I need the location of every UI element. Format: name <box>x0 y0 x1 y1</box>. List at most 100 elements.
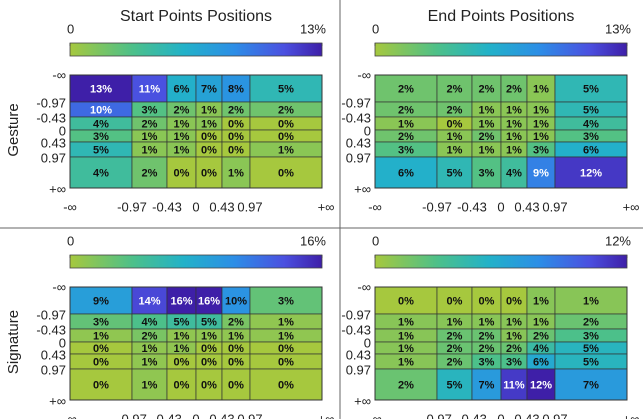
cell-label: 1% <box>479 144 495 156</box>
cell-label: 9% <box>533 167 549 179</box>
x-tick-label: -0.43 <box>152 199 182 214</box>
cell-label: 1% <box>174 144 190 156</box>
cell-label: 0% <box>278 118 294 130</box>
cell <box>131 368 168 401</box>
x-tick-label: 0.97 <box>542 199 567 214</box>
cell-label: 1% <box>278 316 294 328</box>
cell <box>166 286 197 315</box>
cell-label: 11% <box>503 379 525 391</box>
cell-label: 0% <box>278 131 294 143</box>
cell-label: 6% <box>174 83 190 95</box>
cell-label: 1% <box>506 104 522 116</box>
cell <box>526 156 556 189</box>
cell-label: 1% <box>533 118 549 130</box>
x-tick-label: 0 <box>497 411 504 419</box>
cell-label: 1% <box>447 144 463 156</box>
y-tick-label: +∞ <box>49 393 66 408</box>
cell-label: 1% <box>174 343 190 355</box>
x-tick-label: -0.97 <box>422 199 452 214</box>
cell-label: 0% <box>93 356 109 368</box>
cell-label: 3% <box>93 316 109 328</box>
y-tick-label: 0 <box>364 123 371 138</box>
x-tick-label: -∞ <box>63 411 77 419</box>
y-tick-label: -0.97 <box>36 95 66 110</box>
cell-label: 4% <box>93 167 109 179</box>
cell-label: 2% <box>174 104 190 116</box>
cell-label: 2% <box>142 167 158 179</box>
cell <box>249 156 323 189</box>
cell-label: 1% <box>142 379 158 391</box>
y-tick-label: 0 <box>59 123 66 138</box>
cell <box>131 156 168 189</box>
cell-label: 4% <box>583 118 599 130</box>
cell-label: 1% <box>506 118 522 130</box>
cell-label: 0% <box>398 295 414 307</box>
cell-label: 5% <box>583 343 599 355</box>
cell-label: 0% <box>278 167 294 179</box>
cell-label: 5% <box>278 83 294 95</box>
cell-label: 0% <box>506 295 522 307</box>
cell-label: 1% <box>479 118 495 130</box>
cell-label: 2% <box>447 343 463 355</box>
y-axis-label: Gesture <box>5 103 22 156</box>
cell-label: 9% <box>93 295 109 307</box>
cell-label: 4% <box>142 316 158 328</box>
y-tick-label: 0.43 <box>41 347 66 362</box>
cell-label: 3% <box>479 356 495 368</box>
cell-label: 1% <box>228 330 244 342</box>
cell-label: 0% <box>201 144 217 156</box>
colorbar-tick-label: 0 <box>67 233 74 248</box>
cell-label: 1% <box>479 316 495 328</box>
y-tick-label: -0.43 <box>36 322 66 337</box>
cell-label: 2% <box>278 104 294 116</box>
cell-label: 0% <box>228 118 244 130</box>
cell-label: 1% <box>174 118 190 130</box>
cell-label: 2% <box>447 330 463 342</box>
cell-label: 1% <box>278 144 294 156</box>
cell-label: 16% <box>170 295 192 307</box>
cell <box>436 156 473 189</box>
x-tick-label: -0.97 <box>117 199 147 214</box>
x-tick-label: 0.97 <box>542 411 567 419</box>
chart-title: Start Points Positions <box>120 8 272 25</box>
cell-label: 1% <box>398 343 414 355</box>
cell-label: 0% <box>278 379 294 391</box>
y-tick-label: -0.43 <box>36 110 66 125</box>
cell-label: 1% <box>142 131 158 143</box>
x-tick-label: -∞ <box>368 411 382 419</box>
cell-label: 1% <box>533 104 549 116</box>
cell-label: 0% <box>228 131 244 143</box>
x-tick-label: 0.43 <box>514 411 539 419</box>
cell-label: 1% <box>447 131 463 143</box>
cell-label: 2% <box>583 316 599 328</box>
cell-label: 0% <box>201 131 217 143</box>
cell-label: 5% <box>583 83 599 95</box>
y-tick-label: -∞ <box>357 279 371 294</box>
cell-label: 4% <box>533 343 549 355</box>
cell-label: 5% <box>447 167 463 179</box>
cell-label: 1% <box>142 343 158 355</box>
cell-label: 1% <box>533 295 549 307</box>
cell-label: 1% <box>533 83 549 95</box>
x-tick-label: +∞ <box>623 411 640 419</box>
x-tick-label: -0.97 <box>117 411 147 419</box>
cell <box>195 74 223 103</box>
cell-label: 1% <box>447 316 463 328</box>
cell-label: 2% <box>479 83 495 95</box>
cell-label: 6% <box>583 144 599 156</box>
cell-label: 1% <box>174 131 190 143</box>
cell-label: 1% <box>479 104 495 116</box>
cell-label: 0% <box>174 379 190 391</box>
cell-label: 8% <box>228 83 244 95</box>
cell <box>374 156 438 189</box>
cell-label: 12% <box>530 379 552 391</box>
y-tick-label: 0 <box>59 335 66 350</box>
x-tick-label: 0.97 <box>237 411 262 419</box>
cell-label: 0% <box>201 356 217 368</box>
cell-label: 5% <box>583 356 599 368</box>
x-tick-label: 0 <box>497 199 504 214</box>
cell-label: 5% <box>93 144 109 156</box>
y-tick-label: 0.43 <box>41 135 66 150</box>
colorbar-tick-label: 12% <box>605 233 631 248</box>
cell-label: 3% <box>93 131 109 143</box>
